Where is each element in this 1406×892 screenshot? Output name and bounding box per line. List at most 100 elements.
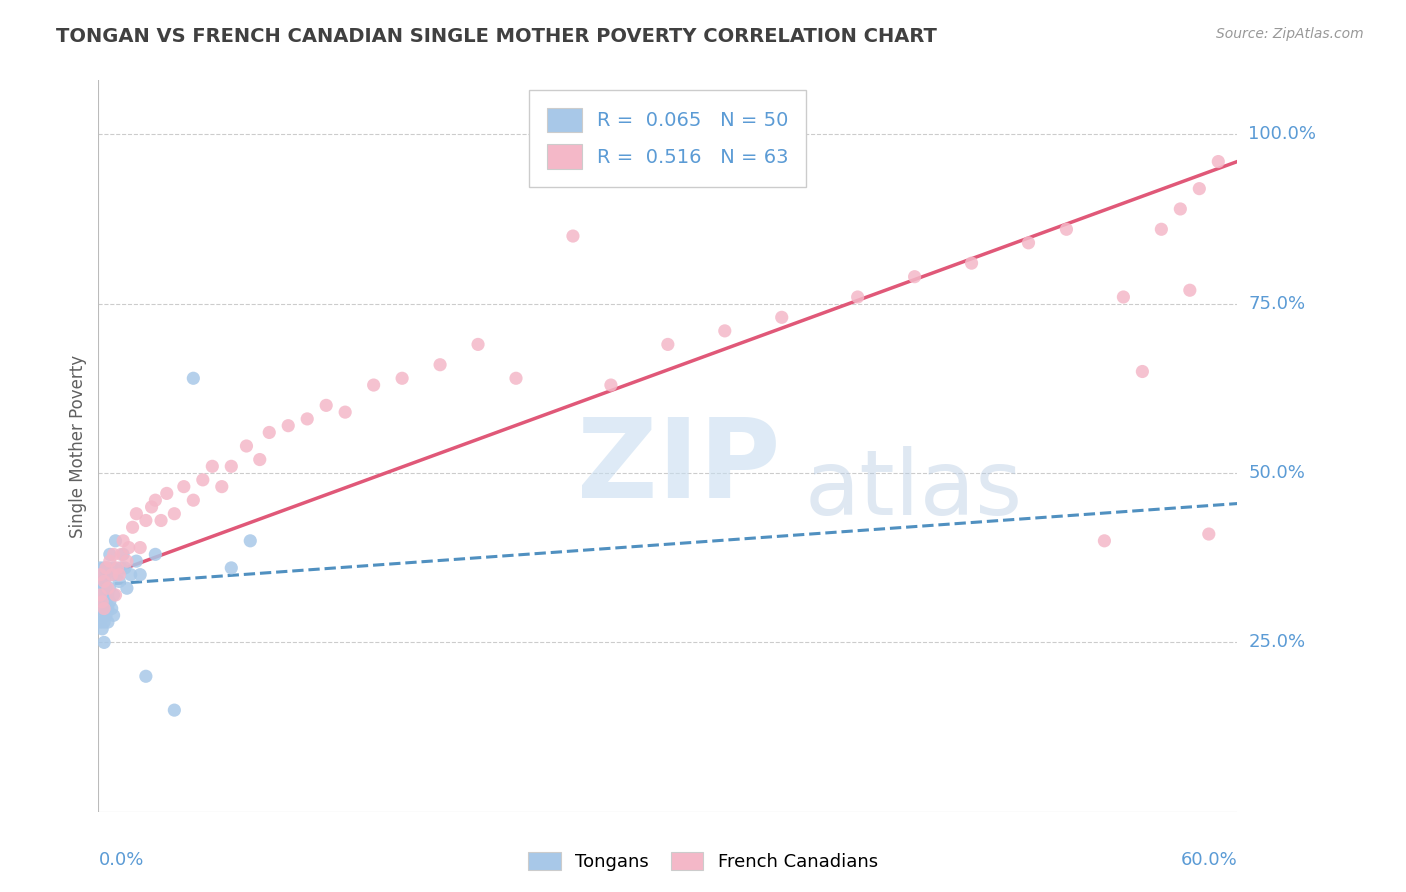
Y-axis label: Single Mother Poverty: Single Mother Poverty: [69, 354, 87, 538]
Point: [846, 290, 869, 304]
Point: [363, 378, 385, 392]
Point: [600, 378, 623, 392]
Point: [97, 615, 120, 629]
Point: [904, 269, 927, 284]
Point: [714, 324, 737, 338]
Point: [391, 371, 413, 385]
Point: [98, 547, 121, 561]
Text: atlas: atlas: [804, 446, 1022, 534]
Point: [1018, 235, 1040, 250]
Point: [173, 480, 195, 494]
Point: [150, 514, 173, 528]
Point: [135, 669, 157, 683]
Point: [97, 601, 120, 615]
Legend: R =  0.065   N = 50, R =  0.516   N = 63: R = 0.065 N = 50, R = 0.516 N = 63: [529, 90, 807, 186]
Legend: Tongans, French Canadians: Tongans, French Canadians: [522, 845, 884, 879]
Point: [1208, 154, 1230, 169]
Point: [100, 567, 122, 582]
Point: [429, 358, 451, 372]
Point: [93, 588, 115, 602]
Point: [1112, 290, 1135, 304]
Point: [1094, 533, 1116, 548]
Point: [259, 425, 281, 440]
Point: [91, 601, 114, 615]
Point: [100, 567, 122, 582]
Point: [94, 561, 117, 575]
Point: [93, 615, 115, 629]
Text: TONGAN VS FRENCH CANADIAN SINGLE MOTHER POVERTY CORRELATION CHART: TONGAN VS FRENCH CANADIAN SINGLE MOTHER …: [56, 27, 938, 45]
Point: [93, 574, 115, 589]
Point: [98, 595, 121, 609]
Point: [108, 574, 131, 589]
Point: [129, 541, 152, 555]
Point: [103, 561, 125, 575]
Point: [89, 601, 111, 615]
Point: [145, 547, 167, 561]
Point: [770, 310, 793, 325]
Text: 25.0%: 25.0%: [1249, 633, 1306, 651]
Point: [1132, 364, 1154, 378]
Point: [120, 567, 142, 582]
Point: [112, 533, 135, 548]
Point: [94, 581, 117, 595]
Point: [201, 459, 224, 474]
Text: 75.0%: 75.0%: [1249, 294, 1306, 313]
Point: [89, 561, 111, 575]
Point: [89, 588, 111, 602]
Point: [135, 514, 157, 528]
Point: [91, 622, 114, 636]
Point: [221, 459, 243, 474]
Point: [129, 567, 152, 582]
Point: [97, 588, 120, 602]
Point: [93, 574, 115, 589]
Text: ZIP: ZIP: [576, 415, 780, 522]
Point: [1178, 283, 1201, 297]
Point: [94, 608, 117, 623]
Point: [104, 533, 127, 548]
Point: [89, 567, 111, 582]
Point: [145, 493, 167, 508]
Point: [94, 567, 117, 582]
Point: [211, 480, 233, 494]
Point: [103, 547, 125, 561]
Point: [107, 567, 129, 582]
Point: [335, 405, 357, 419]
Point: [163, 507, 186, 521]
Point: [118, 541, 141, 555]
Point: [93, 635, 115, 649]
Point: [1056, 222, 1078, 236]
Point: [156, 486, 179, 500]
Point: [221, 561, 243, 575]
Point: [235, 439, 257, 453]
Text: Source: ZipAtlas.com: Source: ZipAtlas.com: [1216, 27, 1364, 41]
Point: [1150, 222, 1173, 236]
Point: [98, 554, 121, 568]
Point: [505, 371, 527, 385]
Point: [93, 601, 115, 615]
Point: [115, 581, 138, 595]
Point: [103, 588, 125, 602]
Point: [1198, 527, 1220, 541]
Point: [110, 547, 132, 561]
Point: [91, 567, 114, 582]
Point: [91, 595, 114, 609]
Point: [141, 500, 163, 514]
Point: [315, 398, 337, 412]
Point: [107, 561, 129, 575]
Point: [103, 608, 125, 623]
Point: [960, 256, 983, 270]
Point: [657, 337, 679, 351]
Point: [93, 601, 115, 615]
Text: 0.0%: 0.0%: [98, 851, 143, 869]
Point: [239, 533, 262, 548]
Point: [297, 412, 319, 426]
Point: [114, 561, 136, 575]
Point: [183, 493, 205, 508]
Point: [91, 581, 114, 595]
Point: [110, 561, 132, 575]
Point: [89, 574, 111, 589]
Point: [125, 554, 148, 568]
Point: [562, 229, 585, 244]
Point: [108, 567, 131, 582]
Point: [98, 581, 121, 595]
